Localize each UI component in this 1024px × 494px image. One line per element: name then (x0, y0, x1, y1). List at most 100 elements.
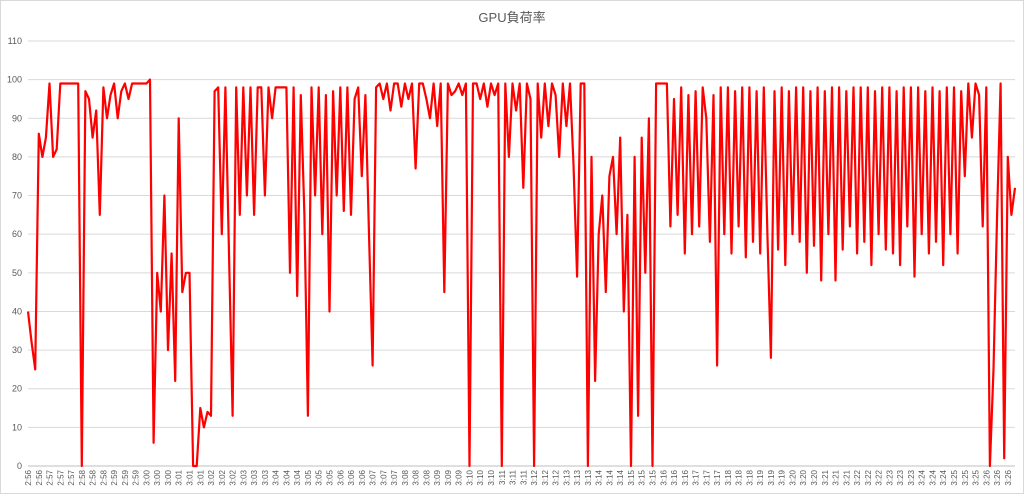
x-tick-label: 3:05 (304, 469, 313, 485)
x-tick-label: 3:09 (444, 469, 453, 485)
x-tick-label: 3:03 (239, 469, 248, 485)
x-tick-label: 3:02 (229, 469, 238, 485)
x-tick-label: 2:58 (99, 469, 108, 485)
x-tick-label: 3:10 (476, 469, 485, 485)
x-tick-label: 3:13 (573, 469, 582, 485)
x-tick-label: 3:07 (390, 469, 399, 485)
y-tick-label: 110 (8, 36, 22, 46)
x-tick-label: 3:05 (315, 469, 324, 485)
x-tick-label: 2:59 (121, 469, 130, 485)
x-tick-label: 3:23 (885, 469, 894, 485)
x-tick-label: 3:03 (250, 469, 259, 485)
y-tick-label: 30 (12, 345, 22, 355)
chart-title: GPU負荷率 (478, 10, 545, 25)
x-tick-label: 3:04 (272, 469, 281, 485)
x-tick-label: 3:26 (982, 469, 991, 485)
x-tick-label: 3:06 (358, 469, 367, 485)
x-tick-label: 3:21 (842, 469, 851, 485)
y-tick-label: 70 (12, 191, 22, 201)
x-tick-label: 3:13 (584, 469, 593, 485)
y-tick-label: 10 (12, 422, 22, 432)
x-tick-label: 3:14 (605, 469, 614, 485)
x-tick-label: 3:00 (142, 469, 151, 485)
x-tick-label: 3:14 (616, 469, 625, 485)
x-tick-label: 3:00 (153, 469, 162, 485)
x-tick-label: 3:02 (218, 469, 227, 485)
x-tick-label: 3:17 (702, 469, 711, 485)
x-tick-label: 2:57 (46, 469, 55, 485)
x-tick-label: 3:25 (950, 469, 959, 485)
x-tick-label: 3:06 (347, 469, 356, 485)
x-tick-label: 3:26 (993, 469, 1002, 485)
x-tick-label: 3:21 (832, 469, 841, 485)
x-tick-label: 3:20 (788, 469, 797, 485)
x-tick-label: 3:07 (369, 469, 378, 485)
x-tick-label: 3:12 (530, 469, 539, 485)
x-tick-label: 2:58 (78, 469, 87, 485)
x-tick-label: 3:18 (745, 469, 754, 485)
x-tick-label: 3:25 (972, 469, 981, 485)
x-tick-label: 3:08 (412, 469, 421, 485)
x-tick-label: 3:01 (186, 469, 195, 485)
x-tick-label: 2:57 (67, 469, 76, 485)
y-tick-label: 80 (12, 152, 22, 162)
x-tick-label: 3:04 (282, 469, 291, 485)
x-tick-label: 3:24 (928, 469, 937, 485)
x-tick-label: 3:08 (422, 469, 431, 485)
x-tick-label: 3:18 (724, 469, 733, 485)
x-tick-label: 3:24 (939, 469, 948, 485)
x-tick-label: 3:17 (692, 469, 701, 485)
x-tick-label: 3:15 (638, 469, 647, 485)
x-tick-label: 2:58 (89, 469, 98, 485)
x-tick-label: 3:21 (821, 469, 830, 485)
x-tick-label: 3:10 (487, 469, 496, 485)
y-tick-label: 40 (12, 306, 22, 316)
y-tick-label: 50 (12, 268, 22, 278)
x-tick-label: 3:13 (562, 469, 571, 485)
x-tick-label: 3:01 (175, 469, 184, 485)
x-tick-label: 3:09 (433, 469, 442, 485)
x-tick-label: 3:17 (713, 469, 722, 485)
x-tick-label: 3:03 (261, 469, 270, 485)
y-tick-label: 20 (12, 384, 22, 394)
x-tick-label: 3:11 (498, 469, 507, 485)
x-tick-label: 3:23 (896, 469, 905, 485)
x-tick-label: 3:05 (325, 469, 334, 485)
x-tick-label: 3:00 (164, 469, 173, 485)
x-tick-label: 3:15 (649, 469, 658, 485)
x-tick-label: 3:02 (207, 469, 216, 485)
x-tick-label: 3:19 (767, 469, 776, 485)
x-tick-label: 2:59 (132, 469, 141, 485)
x-tick-label: 3:16 (681, 469, 690, 485)
x-tick-label: 3:20 (799, 469, 808, 485)
x-tick-label: 3:01 (196, 469, 205, 485)
x-tick-label: 3:16 (670, 469, 679, 485)
x-tick-label: 3:25 (961, 469, 970, 485)
x-tick-label: 3:23 (907, 469, 916, 485)
x-tick-label: 2:59 (110, 469, 119, 485)
x-tick-label: 3:22 (875, 469, 884, 485)
x-tick-label: 3:12 (552, 469, 561, 485)
y-tick-label: 100 (7, 75, 22, 85)
x-tick-label: 3:19 (756, 469, 765, 485)
x-tick-label: 3:04 (293, 469, 302, 485)
y-tick-label: 90 (12, 113, 22, 123)
x-tick-label: 2:57 (56, 469, 65, 485)
x-tick-label: 3:22 (853, 469, 862, 485)
x-tick-label: 3:26 (1004, 469, 1013, 485)
y-tick-label: 60 (12, 229, 22, 239)
x-tick-label: 3:22 (864, 469, 873, 485)
x-tick-label: 3:16 (659, 469, 668, 485)
x-tick-label: 3:19 (778, 469, 787, 485)
x-tick-label: 3:11 (519, 469, 528, 485)
x-tick-label: 3:08 (401, 469, 410, 485)
x-tick-label: 3:24 (918, 469, 927, 485)
x-tick-label: 2:56 (35, 469, 44, 485)
x-tick-label: 3:09 (455, 469, 464, 485)
data-line (26, 78, 1017, 468)
x-tick-label: 3:15 (627, 469, 636, 485)
x-tick-label: 3:11 (509, 469, 518, 485)
x-tick-label: 3:06 (336, 469, 345, 485)
x-tick-label: 2:56 (24, 469, 33, 485)
